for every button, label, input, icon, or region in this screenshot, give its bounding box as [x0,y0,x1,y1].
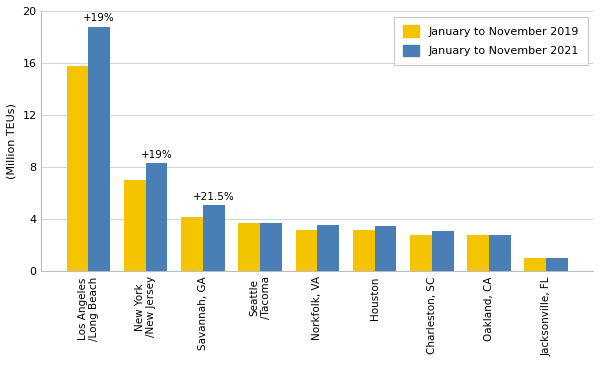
Bar [432,231,454,271]
Bar [88,26,110,271]
Bar [524,258,546,271]
Bar [296,230,317,271]
Bar [203,205,224,271]
Bar [146,163,167,271]
Legend: January to November 2019, January to November 2021: January to November 2019, January to Nov… [394,17,587,65]
Bar [374,226,396,271]
Bar [317,225,339,271]
Bar [467,235,489,271]
Text: +19%: +19% [83,13,115,23]
Bar [67,66,88,271]
Bar [353,230,374,271]
Bar [260,223,282,271]
Text: +19%: +19% [140,150,172,160]
Y-axis label: (Million TEUs): (Million TEUs) [7,103,17,179]
Text: +21.5%: +21.5% [193,192,235,202]
Bar [489,235,511,271]
Bar [238,223,260,271]
Bar [124,180,146,271]
Bar [410,235,432,271]
Bar [546,258,568,271]
Bar [181,217,203,271]
